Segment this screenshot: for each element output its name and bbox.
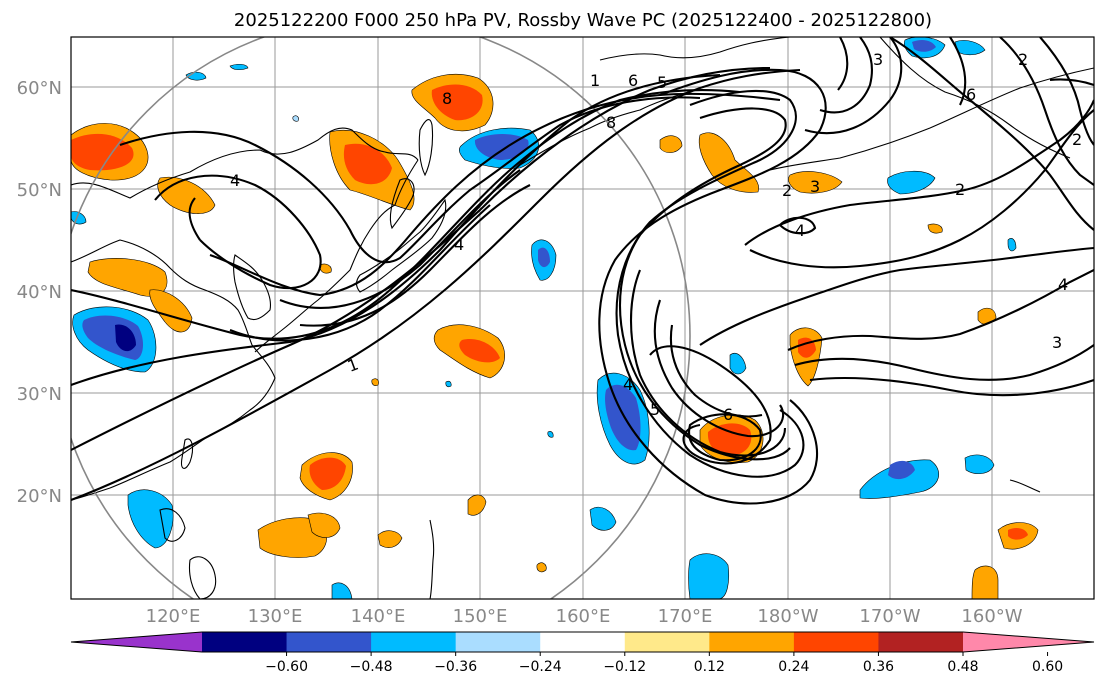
colorbar-tick-label: 0.60 — [1032, 659, 1063, 675]
lat-label-40n: 40°N — [17, 282, 62, 303]
lon-label-160w: 160°W — [961, 606, 1022, 627]
pv-negative-anomalies — [71, 37, 1017, 599]
colorbar-tick-label: −0.24 — [519, 659, 562, 675]
pv-positive-anomalies — [71, 73, 1039, 599]
lon-label-160e: 160°E — [556, 606, 611, 627]
longitude-labels: 120°E 130°E 140°E 150°E 160°E 170°E 180°… — [146, 606, 1023, 627]
contour-label: 4 — [795, 221, 805, 240]
pv-contours — [71, 37, 1094, 505]
lat-label-20n: 20°N — [17, 486, 62, 507]
contour-label: 2 — [782, 181, 792, 200]
figure-title: 2025122200 F000 250 hPa PV, Rossby Wave … — [234, 10, 932, 31]
lon-label-120e: 120°E — [146, 606, 201, 627]
contour-label: 4 — [623, 375, 633, 394]
contour-label: 6 — [966, 85, 976, 104]
lon-label-170w: 170°W — [859, 606, 920, 627]
contour-label: 4 — [454, 235, 464, 254]
lon-label-140e: 140°E — [351, 606, 406, 627]
colorbar-bin — [455, 632, 541, 652]
contour-label: 3 — [810, 177, 820, 196]
contour-label: 2 — [1018, 50, 1028, 69]
contour-label: 2 — [955, 180, 965, 199]
map-frame — [70, 36, 1095, 600]
pv-shading — [71, 37, 1039, 599]
colorbar-extend-max — [963, 632, 1094, 652]
contour-label: 4 — [230, 171, 240, 190]
contour-label: 8 — [606, 113, 616, 132]
contour-labels: 1 1 2 2 2 2 3 3 3 4 4 4 4 4 5 5 6 6 6 8 … — [230, 50, 1082, 424]
colorbar-tick-label: 0.12 — [694, 659, 725, 675]
contour-label: 8 — [442, 89, 452, 108]
contour-label: 6 — [723, 405, 733, 424]
contour-label: 1 — [590, 71, 600, 90]
contour-label: 3 — [1052, 333, 1062, 352]
colorbar-bin — [540, 632, 626, 652]
lon-label-180w: 180°W — [757, 606, 818, 627]
colorbar-tick-label: −0.48 — [350, 659, 393, 675]
colorbar-tick-label: −0.60 — [265, 659, 308, 675]
colorbar-bin — [624, 632, 710, 652]
colorbar-tick-label: 0.48 — [947, 659, 978, 675]
colorbar-tick-label: 0.24 — [778, 659, 809, 675]
colorbar-bin — [793, 632, 879, 652]
contour-label: 5 — [650, 400, 660, 419]
colorbar-bin — [371, 632, 457, 652]
lat-label-60n: 60°N — [17, 78, 62, 99]
radius-circle — [71, 37, 691, 599]
lon-label-170e: 170°E — [658, 606, 713, 627]
colorbar-bin — [878, 632, 964, 652]
colorbar: −0.60 −0.48 −0.36 −0.24 −0.12 0.12 0.24 0.36 0.4… — [70, 631, 1095, 675]
lat-label-50n: 50°N — [17, 180, 62, 201]
contour-label: 6 — [628, 71, 638, 90]
contour-label: 2 — [1072, 130, 1082, 149]
colorbar-extend-min — [71, 632, 202, 652]
colorbar-tick-label: 0.36 — [863, 659, 894, 675]
colorbar-bin — [202, 632, 288, 652]
contour-label: 3 — [873, 50, 883, 69]
colorbar-tick-label: −0.12 — [603, 659, 646, 675]
lat-label-30n: 30°N — [17, 384, 62, 405]
contour-label: 5 — [657, 73, 667, 92]
lon-label-150e: 150°E — [453, 606, 508, 627]
colorbar-bin — [709, 632, 795, 652]
latitude-labels: 60°N 50°N 40°N 30°N 20°N — [17, 78, 62, 507]
lon-label-130e: 130°E — [248, 606, 303, 627]
colorbar-tick-label: −0.36 — [434, 659, 477, 675]
gridlines — [71, 37, 1094, 599]
colorbar-bin — [286, 632, 372, 652]
colorbar-outline — [70, 631, 1095, 653]
contour-label: 4 — [1058, 275, 1068, 294]
